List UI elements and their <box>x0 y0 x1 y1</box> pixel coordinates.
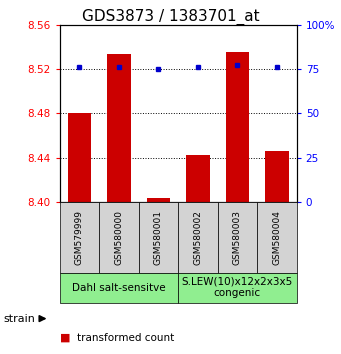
Text: GSM580004: GSM580004 <box>272 210 281 265</box>
Bar <box>139 202 178 273</box>
Text: GSM580000: GSM580000 <box>115 210 123 265</box>
Bar <box>218 202 257 273</box>
Bar <box>99 202 139 273</box>
Text: ■: ■ <box>60 333 70 343</box>
Bar <box>178 202 218 273</box>
Bar <box>226 52 249 202</box>
Bar <box>107 53 131 202</box>
Bar <box>265 151 289 202</box>
Bar <box>60 202 99 273</box>
Bar <box>257 202 297 273</box>
Text: S.LEW(10)x12x2x3x5
congenic: S.LEW(10)x12x2x3x5 congenic <box>182 277 293 298</box>
Bar <box>68 113 91 202</box>
Text: GSM580001: GSM580001 <box>154 210 163 265</box>
Bar <box>60 273 178 303</box>
Bar <box>178 273 297 303</box>
Text: GSM580002: GSM580002 <box>193 210 203 265</box>
Text: strain: strain <box>3 314 35 324</box>
Text: GSM579999: GSM579999 <box>75 210 84 265</box>
Text: transformed count: transformed count <box>77 333 174 343</box>
Bar <box>186 155 210 202</box>
Bar <box>147 199 170 202</box>
Text: GDS3873 / 1383701_at: GDS3873 / 1383701_at <box>82 9 259 25</box>
Text: Dahl salt-sensitve: Dahl salt-sensitve <box>72 282 166 293</box>
Text: GSM580003: GSM580003 <box>233 210 242 265</box>
